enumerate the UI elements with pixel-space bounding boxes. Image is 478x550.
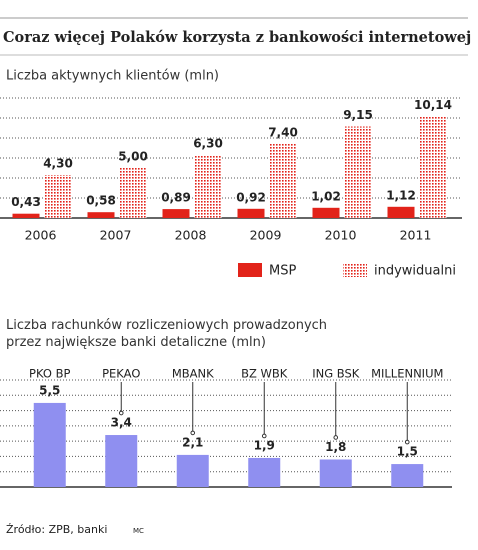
- category-label: ING BSK: [312, 367, 360, 381]
- value-label: 5,5: [39, 383, 60, 397]
- bar: [176, 454, 209, 487]
- legend-label: MSP: [269, 264, 296, 279]
- bar: [87, 212, 115, 218]
- bar: [269, 144, 297, 218]
- category-label: MBANK: [172, 367, 214, 381]
- chart-title: Liczba aktywnych klientów (mln): [6, 69, 219, 84]
- value-label: 1,02: [311, 189, 341, 203]
- bar: [344, 126, 372, 218]
- bar: [33, 402, 66, 487]
- value-label: 1,9: [254, 438, 275, 452]
- value-label: 2,1: [182, 435, 203, 449]
- chart-title: Liczba rachunków rozliczeniowych prowadz…: [6, 318, 327, 350]
- bar: [319, 459, 352, 487]
- bar: [44, 175, 72, 218]
- legend-swatch: [343, 263, 367, 277]
- leader-dot: [261, 433, 267, 439]
- bar: [105, 435, 138, 487]
- value-label: 6,30: [193, 137, 223, 151]
- value-label: 1,12: [386, 188, 416, 202]
- leader-dot: [333, 435, 339, 440]
- category-label: PKO BP: [29, 367, 70, 381]
- bar: [419, 116, 447, 218]
- value-label: 3,4: [111, 416, 132, 430]
- value-label: 4,30: [43, 157, 73, 171]
- legend-swatch: [238, 263, 262, 277]
- category-label: PEKAO: [102, 367, 140, 381]
- bar: [312, 207, 340, 218]
- value-label: 1,5: [397, 445, 418, 459]
- leader-dot: [190, 430, 196, 436]
- bar: [248, 457, 281, 487]
- bar: [119, 168, 147, 218]
- category-label: BZ WBK: [241, 367, 288, 381]
- category-label: MILLENNIUM: [371, 367, 443, 381]
- value-label: 10,14: [414, 98, 452, 112]
- value-label: 1,8: [325, 440, 346, 454]
- x-tick-label: 2010: [325, 228, 357, 243]
- leader-dot: [118, 410, 124, 416]
- x-tick-label: 2009: [250, 228, 282, 243]
- value-label: 0,43: [11, 195, 41, 209]
- legend-label: indywidualni: [374, 264, 456, 279]
- leader-dot: [404, 439, 410, 445]
- value-label: 0,92: [236, 190, 266, 204]
- value-label: 5,00: [118, 150, 148, 164]
- bar: [387, 206, 415, 218]
- value-label: 0,89: [161, 191, 191, 205]
- x-tick-label: 2006: [25, 228, 57, 243]
- x-tick-label: 2011: [400, 228, 432, 243]
- x-tick-label: 2007: [100, 228, 132, 243]
- value-label: 7,40: [268, 126, 298, 140]
- value-label: 0,58: [86, 194, 116, 208]
- value-label: 9,15: [343, 108, 373, 122]
- page-title: Coraz więcej Polaków korzysta z bankowoś…: [3, 29, 471, 46]
- bar: [12, 213, 40, 218]
- bar: [237, 208, 265, 218]
- source: Źródło: ZPB, banki: [6, 523, 107, 536]
- x-tick-label: 2008: [175, 228, 207, 243]
- bar: [162, 209, 190, 218]
- credit: MC: [133, 527, 144, 535]
- bar: [391, 464, 424, 487]
- bar: [194, 155, 222, 218]
